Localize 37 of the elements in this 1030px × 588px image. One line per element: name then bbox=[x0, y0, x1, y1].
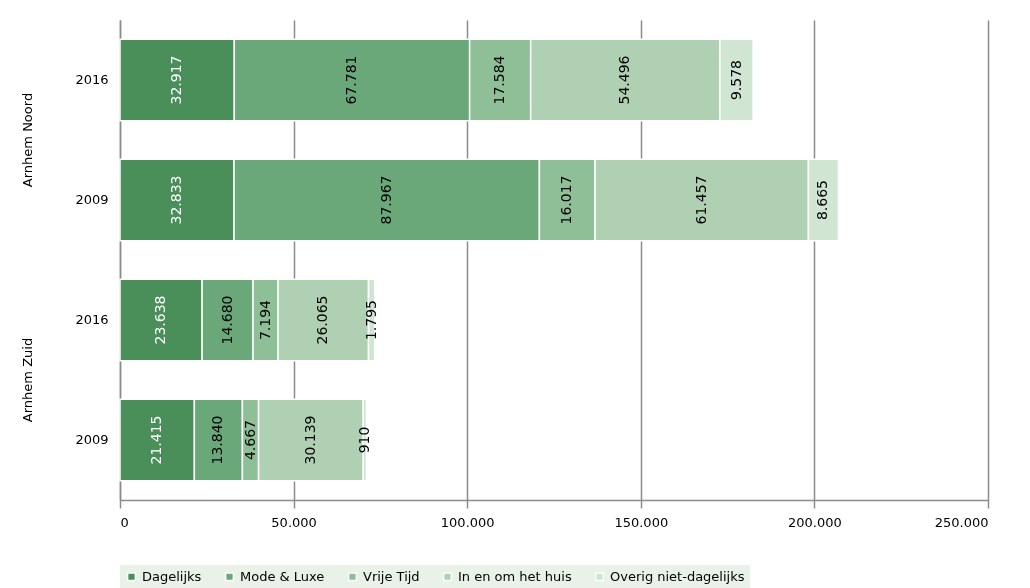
x-tick-label: 250.000 bbox=[934, 514, 989, 530]
data-label: 87.967 bbox=[377, 175, 394, 225]
x-tick-label: 150.000 bbox=[614, 514, 669, 530]
data-label: 67.781 bbox=[342, 55, 359, 105]
data-label: 32.833 bbox=[168, 175, 184, 225]
x-tick-label: 50.000 bbox=[271, 514, 317, 530]
data-label: 61.457 bbox=[692, 175, 709, 225]
data-label: 9.578 bbox=[727, 59, 744, 101]
x-tick-label: 0 bbox=[120, 514, 129, 530]
y-tick-label: 2009 bbox=[75, 192, 109, 207]
data-label: 21.415 bbox=[148, 415, 165, 465]
data-label: 7.194 bbox=[256, 299, 273, 341]
data-label: 23.638 bbox=[152, 295, 169, 345]
data-label: 13.840 bbox=[209, 415, 226, 465]
data-label: 54.496 bbox=[616, 55, 633, 105]
data-label: 32.917 bbox=[168, 55, 185, 105]
text: Arnhem Noord bbox=[20, 92, 35, 188]
data-label: 1.795 bbox=[362, 299, 379, 341]
y-tick-label: 2016 bbox=[75, 312, 109, 327]
data-label: 910 bbox=[355, 426, 372, 454]
legend-label: Mode & Luxe bbox=[240, 568, 325, 584]
data-label: 30.139 bbox=[301, 415, 318, 465]
text: Arnhem Zuid bbox=[20, 337, 35, 423]
y-tick-label: 2009 bbox=[75, 432, 109, 447]
legend-label: In en om het huis bbox=[458, 568, 572, 584]
data-label: 16.017 bbox=[558, 175, 575, 225]
data-label: 17.584 bbox=[491, 55, 508, 105]
legend-label: Dagelijks bbox=[142, 568, 202, 584]
legend-label: Overig niet-dagelijks bbox=[610, 568, 745, 584]
data-label: 8.665 bbox=[814, 179, 831, 221]
x-tick-label: 100.000 bbox=[440, 514, 495, 530]
y-tick-label: 2016 bbox=[75, 72, 109, 87]
data-label: 4.667 bbox=[241, 419, 258, 461]
data-label: 14.680 bbox=[218, 295, 235, 345]
data-label: 26.065 bbox=[314, 295, 331, 345]
x-tick-label: 200.000 bbox=[788, 514, 842, 530]
legend-label: Vrije Tijd bbox=[363, 568, 420, 584]
